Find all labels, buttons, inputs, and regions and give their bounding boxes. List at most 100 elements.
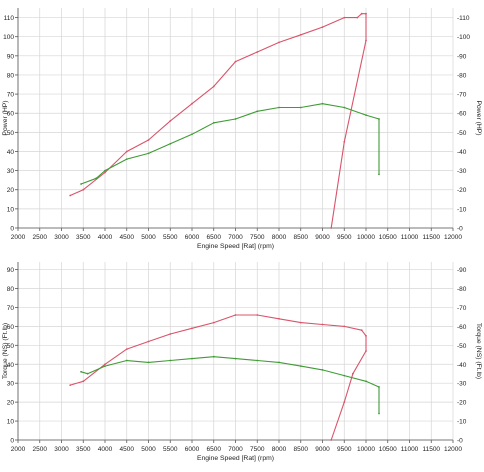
torque-x-tick-label: 4500 — [120, 446, 135, 453]
torque-y-right-tick-label: -30 — [457, 381, 467, 388]
power-series-1-point — [82, 188, 85, 191]
torque-series-2-point — [365, 380, 367, 383]
power-y-tick-label: 20 — [7, 187, 15, 194]
torque-series-1-point — [299, 321, 302, 324]
power-y-tick-label: 30 — [7, 168, 15, 175]
power-y-right-tick-label: -20 — [457, 187, 467, 194]
power-x-tick-label: 7500 — [250, 234, 265, 241]
torque-series-1-point — [360, 329, 363, 332]
power-series-2-point — [343, 106, 346, 109]
torque-x-tick-label: 2500 — [33, 446, 48, 453]
torque-series-1-point — [343, 401, 346, 403]
power-series-2-point — [365, 114, 367, 116]
power-series-1-point — [360, 12, 363, 15]
power-x-tick-label: 8000 — [272, 234, 287, 241]
torque-x-tick-label: 3000 — [54, 446, 69, 453]
power-x-tick-label: 6500 — [207, 234, 222, 241]
power-series-1-point — [234, 60, 237, 63]
power-series-2-point — [278, 106, 280, 109]
torque-y-axis-label: Torque (NS) (Ft.lb) — [2, 323, 9, 379]
torque-x-tick-label: 7000 — [228, 446, 243, 453]
power-x-tick-label: 4500 — [120, 234, 135, 241]
power-y-right-tick-label: -40 — [457, 149, 467, 156]
torque-y-right-tick-label: -80 — [457, 286, 467, 293]
power-x-tick-label: 11500 — [422, 234, 440, 241]
power-x-tick-label: 10000 — [357, 234, 375, 241]
torque-x-tick-label: 6000 — [185, 446, 200, 453]
torque-y-tick-label: 60 — [7, 324, 15, 331]
torque-series-1-point — [191, 327, 193, 330]
torque-x-tick-label: 12000 — [444, 446, 462, 453]
power-y-right-tick-label: -30 — [457, 168, 467, 175]
power-series-1-point — [191, 102, 193, 105]
power-series-1-point — [256, 51, 259, 53]
power-y-tick-label: 50 — [7, 130, 15, 137]
torque-series-1-point — [256, 314, 259, 316]
torque-x-tick-label: 11000 — [401, 446, 419, 453]
power-x-tick-label: 4000 — [98, 234, 113, 241]
torque-series-1-point — [212, 321, 215, 324]
torque-series-1-point — [69, 384, 72, 386]
torque-series-2-point — [147, 361, 150, 364]
torque-series-line-2 — [80, 356, 380, 414]
torque-y-right-tick-label: -70 — [457, 305, 467, 312]
power-series-line-2 — [80, 103, 380, 185]
power-y-axis-label-right: Power (HP) — [475, 100, 482, 135]
power-x-tick-label: 11000 — [401, 234, 419, 241]
torque-series-line-1 — [70, 314, 367, 441]
torque-series-1-point — [278, 317, 280, 320]
torque-x-tick-label: 2000 — [11, 446, 26, 453]
torque-series-1-point — [104, 363, 106, 366]
power-series-2-point — [299, 106, 302, 109]
power-series-2-point — [256, 110, 259, 113]
torque-series-1-point — [125, 348, 128, 350]
power-series-line-1 — [69, 13, 367, 229]
power-y-axis-label: Power (HP) — [2, 100, 9, 135]
power-y-tick-label: 90 — [7, 53, 15, 60]
power-x-tick-label: 5000 — [141, 234, 156, 241]
torque-y-tick-label: 10 — [7, 419, 15, 426]
power-series-1-point — [104, 171, 106, 174]
torque-y-tick-label: 70 — [7, 305, 15, 312]
power-y-tick-label: 110 — [4, 15, 15, 22]
torque-x-tick-label: 5500 — [163, 446, 178, 453]
torque-y-tick-label: 0 — [10, 438, 14, 445]
power-y-right-tick-label: -10 — [457, 206, 467, 213]
torque-series-2-point — [378, 386, 380, 388]
torque-series-2-point — [191, 357, 193, 360]
torque-x-tick-label: 7500 — [250, 446, 265, 453]
power-x-tick-label: 2000 — [11, 234, 26, 241]
torque-y-axis-label-right: Torque (NS) (Ft.lb) — [475, 323, 482, 379]
power-series-2-point — [95, 177, 98, 180]
power-series-2-point — [191, 133, 193, 136]
power-series-1-point — [69, 194, 72, 197]
power-series-2-point — [147, 152, 150, 155]
torque-y-tick-label: 90 — [7, 267, 15, 274]
torque-x-tick-label: 5000 — [141, 446, 156, 453]
torque-series-2-point — [378, 412, 380, 415]
power-x-tick-label: 8500 — [294, 234, 309, 241]
torque-series-2-point — [125, 359, 128, 362]
power-x-tick-label: 9000 — [315, 234, 330, 241]
power-series-2-point — [169, 142, 172, 145]
torque-series-1-point — [330, 439, 333, 441]
power-x-tick-label: 6000 — [185, 234, 200, 241]
power-series-1-point — [343, 16, 346, 19]
torque-series-2-point — [169, 359, 172, 362]
torque-x-tick-label: 9500 — [337, 446, 352, 453]
torque-x-tick-label: 10000 — [357, 446, 375, 453]
torque-series-2-point — [343, 374, 346, 377]
torque-y-tick-label: 40 — [7, 362, 15, 369]
torque-x-tick-label: 9000 — [315, 446, 330, 453]
power-chart: 2000 2500 3000 3500 4000 4500 5000 5500 6000 6500… — [2, 8, 482, 250]
torque-series-1-point — [365, 335, 367, 337]
power-x-axis-label: Engine Speed [Rat] (rpm) — [197, 243, 274, 250]
power-y-right-tick-label: -50 — [457, 130, 467, 137]
power-x-tick-label: 10500 — [379, 234, 397, 241]
torque-x-tick-label: 4000 — [98, 446, 113, 453]
torque-y-right-tick-label: -0 — [457, 438, 463, 445]
power-series-1-point — [321, 26, 324, 28]
power-y-tick-label: 100 — [3, 34, 14, 41]
